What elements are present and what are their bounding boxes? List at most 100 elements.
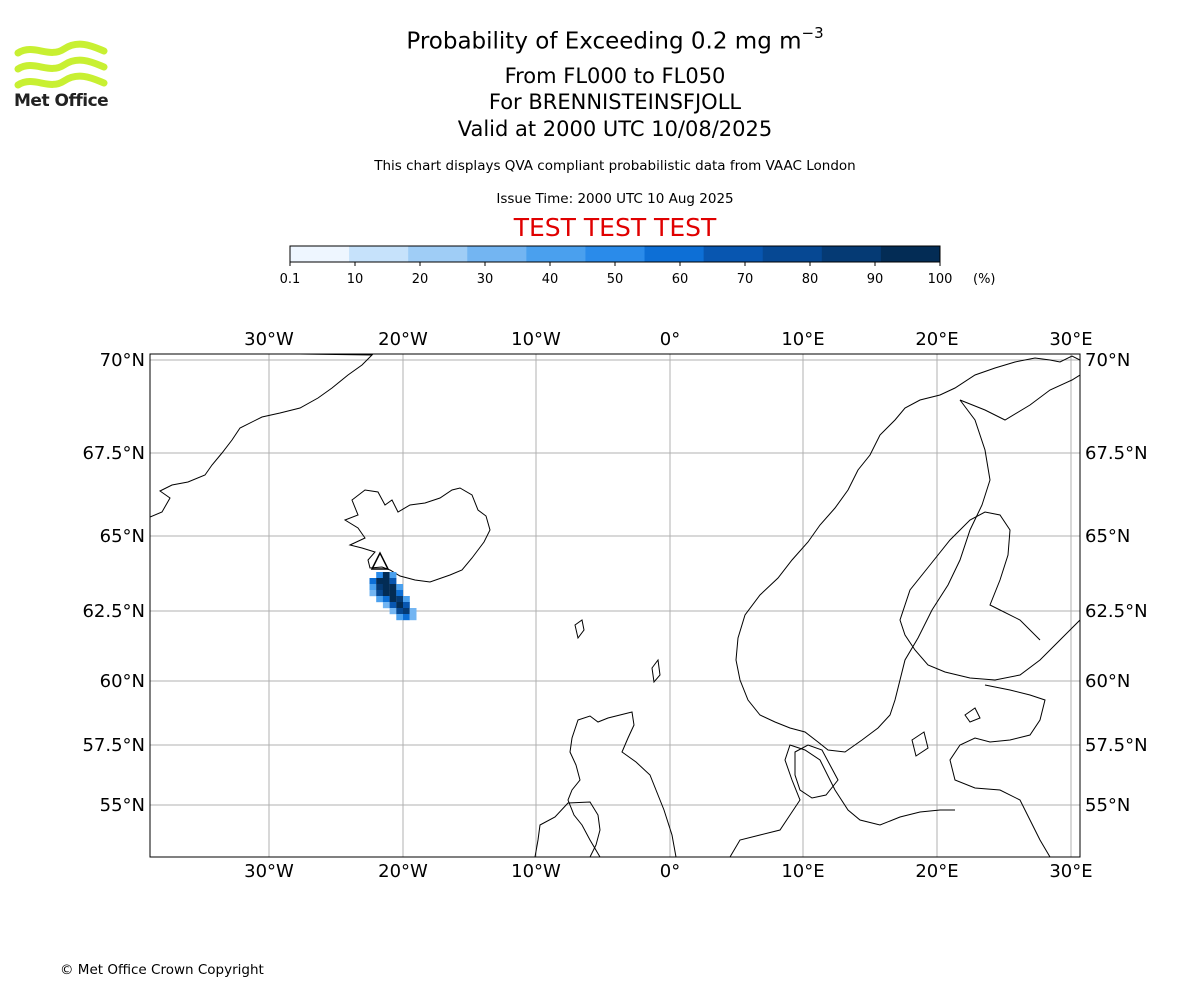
chart-title: Probability of Exceeding 0.2 mg m−3 [406,24,824,55]
graticule [150,354,1080,857]
plume-cell [376,596,383,603]
subtitle-flight-levels: From FL000 to FL050 [504,64,726,88]
colorbar-segment [703,246,764,262]
lon-label-bottom: 10°W [511,861,561,882]
plume-cell [403,602,410,609]
plume-cell [376,584,383,591]
subtitle-valid-time: Valid at 2000 UTC 10/08/2025 [457,117,773,141]
lon-label-bottom: 30°E [1049,861,1092,882]
plume-cell [389,584,397,591]
lon-label-bottom: 20°E [915,861,958,882]
copyright: © Met Office Crown Copyright [60,962,264,978]
plume-cell [396,584,404,591]
lat-label-right: 67.5°N [1085,443,1148,464]
plume-cell [396,590,404,597]
plume-cell [389,608,397,615]
lat-label-right: 57.5°N [1085,735,1148,756]
logo-text: Met Office [14,91,109,111]
colorbar-segment [762,246,823,262]
lon-label-top: 30°W [244,329,294,350]
lat-label-left: 65°N [100,526,145,547]
colorbar-segment [467,246,527,262]
issue-time: Issue Time: 2000 UTC 10 Aug 2025 [496,191,734,207]
colorbar-tick-label: 20 [412,272,429,287]
plume-cell [409,608,417,615]
colorbar-tick-label: 100 [928,272,953,287]
lat-label-left: 70°N [100,350,145,371]
colorbar-tick-label: 60 [672,272,689,287]
chart-description: This chart displays QVA compliant probab… [374,158,856,174]
map: 30°W 30°W 20°W 20°W 10°W 10°W 0° 0° 10°E 10°E 20°E… [82,329,1147,882]
colorbar-segment [290,246,350,262]
colorbar-tick-label: 50 [607,272,624,287]
test-banner: TEST TEST TEST [513,213,717,242]
plume-cell [403,614,410,621]
colorbar-segment [644,246,705,262]
plume-cell [396,596,404,603]
colorbar-tick-label: 30 [477,272,494,287]
coastline-great-britain [567,711,677,857]
ash-plume [369,572,417,621]
colorbar-segment [349,246,409,262]
plume-cell [396,602,404,609]
coastline-faroes [574,619,585,640]
colorbar-segment [821,246,882,262]
lon-label-top: 10°E [781,329,824,350]
met-office-logo [14,40,108,89]
plume-cell [382,602,390,609]
coastline-continent [729,684,1051,857]
colorbar-segment [408,246,468,262]
coastline-islands [911,707,981,757]
lon-label-top: 10°W [511,329,561,350]
lat-label-right: 60°N [1085,671,1130,692]
lat-label-right: 55°N [1085,795,1130,816]
plume-cell [389,572,397,579]
colorbar-tick-label: 10 [347,272,364,287]
map-frame [149,353,1081,858]
plume-cell [389,596,397,603]
plume-cell [409,614,417,621]
colorbar-tick-label: 0.1 [280,272,301,287]
coastline-scandinavia [735,355,1080,753]
lat-label-right: 65°N [1085,526,1130,547]
colorbar-segment [585,246,646,262]
colorbar-segment [526,246,586,262]
colorbar-tick-label: 70 [737,272,754,287]
coastline-shetland [651,658,661,684]
colorbar: 0.1 10 20 30 40 50 60 70 80 90 100 (%) [280,245,996,287]
lat-label-left: 67.5°N [82,443,145,464]
lon-label-bottom: 20°W [378,861,428,882]
plume-cell [382,590,390,597]
lon-label-bottom: 10°E [781,861,824,882]
plume-cell [369,590,377,597]
coastline-iceland [343,487,491,583]
plume-cell [382,572,390,579]
lat-label-left: 62.5°N [82,601,145,622]
colorbar-tick-label: 90 [867,272,884,287]
plume-cell [389,602,397,609]
lon-label-bottom: 0° [660,861,680,882]
lat-label-left: 60°N [100,671,145,692]
plume-cell [369,578,377,585]
colorbar-segment [880,246,941,262]
colorbar-tick-label: 40 [542,272,559,287]
coastline-ireland [534,801,601,857]
lon-label-bottom: 30°W [244,861,294,882]
subtitle-volcano: For BRENNISTEINSFJOLL [488,90,742,114]
coastline-greenland [150,354,374,518]
colorbar-unit: (%) [973,272,996,287]
lon-label-top: 20°W [378,329,428,350]
lat-label-right: 62.5°N [1085,601,1148,622]
plume-cell [382,596,390,603]
plume-cell [369,584,377,591]
axis-labels: 30°W 30°W 20°W 20°W 10°W 10°W 0° 0° 10°E 10°E 20°E… [82,329,1147,882]
plume-cell [382,578,390,585]
volcano-marker [370,551,390,570]
coastline-denmark [794,744,839,799]
lon-label-top: 0° [660,329,680,350]
lat-label-right: 70°N [1085,350,1130,371]
lat-label-left: 55°N [100,795,145,816]
plume-cell [376,572,383,579]
plume-cell [403,608,410,615]
plume-cell [382,584,390,591]
